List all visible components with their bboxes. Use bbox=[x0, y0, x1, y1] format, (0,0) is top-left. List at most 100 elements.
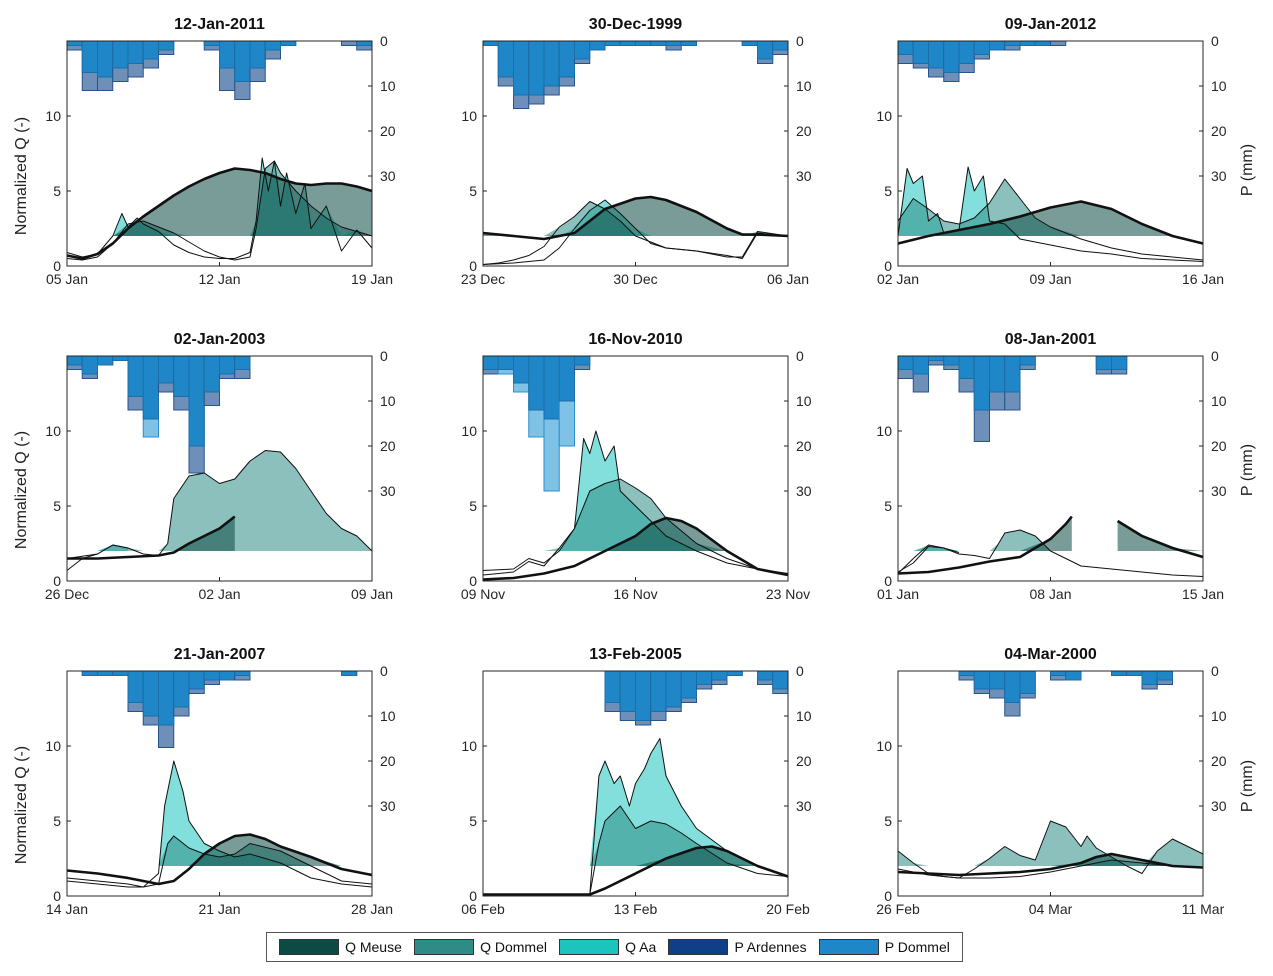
ytick-label: 0 bbox=[469, 573, 477, 589]
precip-bar bbox=[81, 670, 98, 676]
precip-bar bbox=[928, 355, 945, 361]
precip-bar bbox=[589, 40, 606, 51]
q-line bbox=[897, 515, 1073, 575]
legend-item-q-aa: Q Aa bbox=[559, 939, 656, 955]
xtick-label: 20 Feb bbox=[766, 901, 810, 917]
xtick-label: 26 Feb bbox=[876, 901, 920, 917]
precip-bar bbox=[1019, 40, 1036, 46]
ytick-label: 10 bbox=[461, 423, 477, 439]
y2tick-label: 0 bbox=[796, 663, 804, 679]
precip-bar bbox=[574, 40, 591, 60]
y2tick-label: 10 bbox=[1211, 708, 1227, 724]
y2tick-label: 0 bbox=[1211, 348, 1219, 364]
ytick-label: 5 bbox=[884, 813, 892, 829]
precip-bar bbox=[665, 40, 682, 46]
q-line bbox=[483, 805, 789, 895]
q-line bbox=[897, 166, 1204, 262]
q-line bbox=[66, 835, 373, 888]
legend-swatch-q-meuse bbox=[279, 939, 340, 955]
q-line bbox=[66, 760, 373, 888]
precip-bar bbox=[234, 40, 251, 82]
precip-bar bbox=[1111, 670, 1128, 676]
xtick-label: 06 Jan bbox=[767, 271, 809, 287]
precip-bar bbox=[264, 40, 281, 51]
precip-bar bbox=[158, 40, 175, 51]
q-line bbox=[67, 515, 236, 560]
ytick-label: 0 bbox=[53, 888, 61, 904]
ytick-label: 0 bbox=[53, 258, 61, 274]
precip-bar bbox=[726, 670, 743, 676]
ylabel-right-row1: P (mm) bbox=[1239, 144, 1256, 196]
q-fill bbox=[483, 738, 788, 866]
precip-bar bbox=[513, 355, 530, 384]
precip-bar bbox=[989, 40, 1006, 51]
ytick-label: 10 bbox=[45, 423, 61, 439]
ylabel-left-row1: Normalized Q (-) bbox=[13, 117, 30, 235]
precip-bar bbox=[543, 40, 560, 87]
precip-bar bbox=[97, 40, 114, 78]
ylabel-right-row2: P (mm) bbox=[1239, 444, 1256, 496]
y2tick-label: 10 bbox=[796, 393, 812, 409]
precip-bar bbox=[1156, 670, 1173, 681]
precip-bar bbox=[897, 40, 914, 55]
panel-title: 04-Mar-2000 bbox=[1004, 646, 1097, 663]
q-fill bbox=[898, 821, 1203, 866]
y2tick-label: 30 bbox=[796, 798, 812, 814]
precip-bar bbox=[112, 40, 129, 69]
ytick-label: 5 bbox=[469, 813, 477, 829]
precip-bar bbox=[81, 40, 98, 73]
precip-bar bbox=[173, 670, 190, 708]
ytick-label: 10 bbox=[876, 738, 892, 754]
panel-4: 0 5 10 0 10 20 30 26 Dec 02 Jan 09 Jan 02-Jan-2003 bbox=[45, 331, 396, 602]
panel-5: 0 5 10 0 10 20 30 09 Nov 16 Nov 23 Nov 16-Nov-2010 bbox=[461, 331, 812, 602]
panel-9: 0 5 10 0 10 20 30 26 Feb 04 Mar 11 Mar 04-Mar-2000 bbox=[876, 646, 1227, 917]
xtick-label: 12 Jan bbox=[198, 271, 240, 287]
ylabel-left-row2: Normalized Q (-) bbox=[13, 431, 30, 549]
legend-label-p-ardennes: P Ardennes bbox=[734, 939, 807, 955]
y2tick-label: 30 bbox=[796, 168, 812, 184]
q-line bbox=[897, 178, 1204, 261]
q-fill bbox=[898, 516, 1072, 551]
xtick-label: 02 Jan bbox=[877, 271, 919, 287]
precip-bar bbox=[1004, 355, 1021, 393]
q-fill bbox=[483, 846, 788, 866]
precip-bar bbox=[341, 40, 358, 46]
precip-bar bbox=[97, 355, 114, 366]
precip-bar bbox=[973, 670, 990, 690]
y2tick-label: 20 bbox=[796, 438, 812, 454]
ytick-label: 5 bbox=[469, 183, 477, 199]
q-line bbox=[482, 516, 789, 581]
y2tick-label: 10 bbox=[1211, 78, 1227, 94]
ytick-label: 10 bbox=[461, 738, 477, 754]
precip-bar bbox=[558, 40, 575, 78]
precip-bar bbox=[234, 355, 251, 370]
panel-3: 0 5 10 0 10 20 30 02 Jan 09 Jan 16 Jan 09-Jan-2012 bbox=[876, 16, 1226, 287]
precip-bar bbox=[1095, 355, 1112, 370]
q-line bbox=[897, 852, 1204, 877]
panels-group: 0 5 10 0 10 20 30 05 Jan 12 Jan 19 Jan 12-Jan-2011… bbox=[45, 16, 1227, 917]
precip-bar bbox=[219, 670, 236, 681]
precip-bar bbox=[680, 40, 697, 46]
precip-bar bbox=[142, 670, 159, 717]
y2tick-label: 20 bbox=[380, 753, 396, 769]
q-line bbox=[66, 833, 373, 886]
q-line bbox=[482, 478, 789, 576]
precip-bar bbox=[680, 670, 697, 699]
xtick-label: 01 Jan bbox=[877, 586, 919, 602]
q-fill bbox=[1117, 521, 1203, 551]
y2tick-label: 20 bbox=[380, 438, 396, 454]
precip-bar bbox=[497, 40, 514, 78]
ytick-label: 5 bbox=[53, 498, 61, 514]
legend-label-p-dommel: P Dommel bbox=[884, 939, 950, 955]
precip-bar bbox=[127, 40, 144, 64]
ytick-label: 0 bbox=[53, 573, 61, 589]
precip-bar bbox=[482, 355, 499, 370]
precip-bar bbox=[912, 40, 929, 64]
precip-bar bbox=[142, 40, 159, 60]
precip-bar bbox=[772, 40, 789, 51]
precip-bar bbox=[1004, 40, 1021, 46]
precip-bar bbox=[1141, 670, 1158, 685]
precip-bar bbox=[1050, 670, 1067, 676]
xtick-label: 09 Nov bbox=[461, 586, 505, 602]
xtick-label: 06 Feb bbox=[461, 901, 505, 917]
